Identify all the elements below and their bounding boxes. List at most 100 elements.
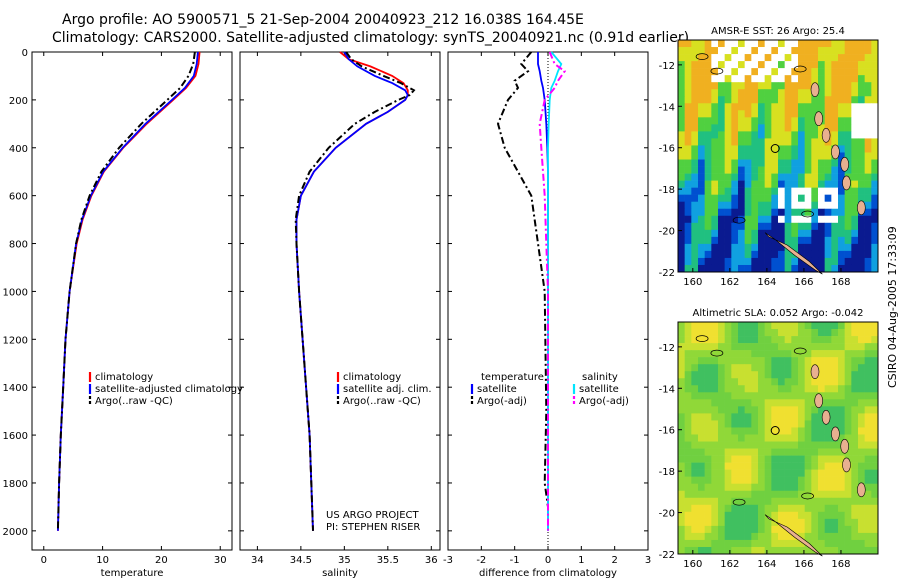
map-cell — [784, 504, 792, 513]
map-cell — [844, 40, 852, 48]
map-cell — [711, 68, 719, 76]
map-cell — [744, 103, 752, 111]
map-cell — [751, 215, 759, 224]
map-cell — [751, 525, 759, 534]
island — [814, 111, 824, 126]
map-cell — [751, 250, 759, 259]
map-cell — [798, 399, 805, 407]
map-cell — [798, 145, 805, 153]
map-cell — [751, 187, 759, 195]
map-cell — [698, 138, 705, 146]
map-cell — [824, 434, 832, 442]
map-cell — [778, 434, 785, 442]
panel-salinity-frame — [239, 51, 441, 551]
map-cell — [744, 89, 752, 97]
map-cell — [818, 257, 825, 266]
map-cell — [724, 61, 732, 69]
map-cell — [778, 483, 785, 492]
map-cell — [744, 329, 752, 337]
series-temperature-argo-adj- — [496, 51, 549, 531]
map-cell — [831, 138, 839, 146]
map-cell — [738, 518, 745, 527]
map-cell — [684, 357, 692, 365]
y-tick-label: 800 — [9, 240, 28, 251]
map-cell — [844, 138, 852, 146]
map-cell — [851, 462, 859, 470]
map-cell — [724, 427, 732, 435]
map-cell — [778, 511, 785, 520]
map-cell — [818, 413, 825, 421]
map-cell — [744, 406, 752, 414]
map-cell — [691, 145, 699, 153]
map-y-tick-label: -16 — [659, 144, 675, 155]
map-cell — [704, 117, 712, 125]
map-cell — [791, 399, 799, 407]
map-cell — [864, 343, 872, 351]
map-cell — [798, 441, 805, 449]
map-cell — [851, 166, 859, 174]
map-cell — [811, 96, 819, 104]
map-cell — [858, 145, 865, 153]
map-cell — [731, 61, 739, 69]
map-cell — [804, 250, 812, 259]
map-cell — [811, 392, 819, 400]
map-cell — [698, 490, 705, 499]
map-cell — [784, 385, 792, 393]
map-cell — [811, 322, 819, 330]
map-cell — [784, 257, 792, 266]
map-cell — [758, 546, 765, 555]
map-cell — [811, 103, 819, 111]
map-cell — [811, 257, 819, 266]
map-cell — [718, 455, 725, 463]
map-cell — [844, 201, 852, 210]
map-cell — [824, 476, 832, 484]
map-cell — [818, 511, 825, 520]
map-cell — [778, 476, 785, 484]
map-cell — [698, 357, 705, 365]
map-cell — [838, 264, 845, 273]
map-cell — [811, 159, 819, 167]
map-cell — [831, 194, 839, 202]
map-cell — [844, 236, 852, 245]
map-cell — [844, 448, 852, 456]
map-cell — [731, 539, 739, 548]
map-cell — [864, 264, 872, 273]
map-cell — [844, 54, 852, 62]
map-cell — [778, 103, 785, 111]
map-cell — [724, 82, 732, 90]
map-cell — [691, 61, 699, 69]
map-cell — [798, 257, 805, 266]
map-cell — [698, 399, 705, 407]
map-cell — [711, 159, 719, 167]
map-cell — [698, 483, 705, 492]
map-cell — [738, 257, 745, 266]
map-cell — [751, 138, 759, 146]
map-cell — [758, 194, 765, 202]
map-cell — [698, 124, 705, 132]
map-cell — [771, 441, 779, 449]
map-cell — [804, 110, 812, 118]
map-cell — [751, 243, 759, 252]
map-cell — [758, 469, 765, 477]
map-cell — [771, 89, 779, 97]
x-tick-label: 34.5 — [290, 555, 312, 566]
map-cell — [758, 96, 765, 104]
map-cell — [864, 96, 872, 104]
map-cell — [771, 208, 779, 217]
map-cell — [731, 504, 739, 513]
map-cell — [698, 462, 705, 470]
map-cell — [851, 434, 859, 442]
map-cell — [718, 532, 725, 541]
map-cell — [864, 124, 872, 132]
map-cell — [751, 336, 759, 344]
map-cell — [718, 399, 725, 407]
map-cell — [718, 490, 725, 499]
map-cell — [678, 427, 685, 435]
map-cell — [758, 264, 765, 273]
map-cell — [798, 357, 805, 365]
map-cell — [838, 89, 845, 97]
map-cell — [851, 511, 859, 520]
map-cell — [804, 47, 812, 55]
map-cell — [704, 264, 712, 273]
map-cell — [771, 462, 779, 470]
